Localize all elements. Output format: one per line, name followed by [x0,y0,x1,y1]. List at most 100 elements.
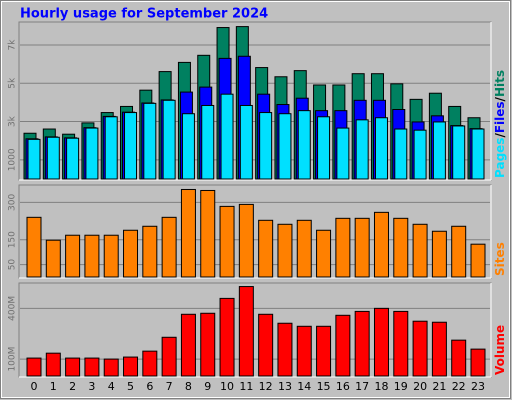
bar [413,129,427,180]
bar [104,116,118,180]
legend-entry: Files [493,101,507,133]
bar [200,189,216,278]
bar [354,310,370,377]
y-tick-label: 7k [8,39,18,51]
bar [451,225,467,278]
bar [373,307,389,377]
bar [317,116,331,180]
x-tick-label: 22 [452,380,466,393]
bar [471,128,485,180]
x-tick-label: 16 [336,380,350,393]
bar [181,113,195,180]
bar [258,219,274,278]
y-tick-label: 3k [8,115,18,127]
bar [412,320,428,377]
x-tick-label: 21 [432,380,446,393]
bar [180,188,196,278]
x-tick-label: 19 [394,380,408,393]
x-tick-label: 15 [317,380,331,393]
y-tick-label: 150 [8,231,18,248]
bar [393,217,409,278]
x-tick-label: 18 [374,380,388,393]
bar [65,357,81,377]
bar [432,121,446,180]
x-tick-label: 10 [220,380,234,393]
legend-separator: / [493,96,507,101]
legend-separator: / [493,133,507,138]
bar [296,219,312,278]
x-tick-label: 14 [297,380,311,393]
bar [201,104,215,180]
bar [26,357,42,377]
x-tick-label: 23 [471,380,485,393]
bar [277,322,293,377]
bar [470,243,486,278]
bar [46,136,60,180]
bar [84,234,100,278]
bar [143,102,157,180]
bar [316,229,332,278]
bar [84,357,100,377]
bar [412,223,428,278]
bar [220,93,234,180]
x-tick-label: 2 [69,380,76,393]
y-tick-label: 400M [8,296,18,321]
x-tick-label: 11 [239,380,253,393]
legend: Volume [493,325,507,375]
bar [431,321,447,377]
bar [431,230,447,278]
x-tick-label: 3 [88,380,95,393]
bar [219,297,235,377]
bar [470,348,486,377]
bar [142,350,158,377]
legend: Sites [493,242,507,276]
bar [335,217,351,278]
bar [258,313,274,377]
bar [27,138,41,180]
bar [85,127,99,180]
x-tick-label: 7 [166,380,173,393]
x-tick-label: 13 [278,380,292,393]
bar [124,112,138,180]
bar [277,223,293,278]
bar [180,313,196,377]
bar [219,205,235,278]
bar [123,229,139,278]
x-tick-label: 1 [50,380,57,393]
bar [239,104,253,180]
x-tick-label: 4 [108,380,115,393]
bar [451,339,467,377]
bar [278,113,292,180]
legend-entry: Hits [493,70,507,97]
x-tick-label: 5 [127,380,134,393]
y-tick-label: 300 [8,194,18,211]
bar [26,216,42,278]
x-tick-label: 12 [259,380,273,393]
bar [162,99,176,180]
bar [355,119,369,180]
bar [123,356,139,377]
bar [103,234,119,278]
bar [335,314,351,377]
x-tick-label: 17 [355,380,369,393]
x-tick-label: 0 [31,380,38,393]
bar [103,358,119,377]
bar [161,216,177,278]
x-tick-label: 20 [413,380,427,393]
bar [336,127,350,180]
bar [394,128,408,180]
bar [297,110,311,180]
bar [296,325,312,377]
y-tick-label: 100M [8,347,18,372]
bar [452,125,466,180]
chart-title: Hourly usage for September 2024 [20,7,268,22]
x-tick-label: 8 [185,380,192,393]
legend-entry: Volume [493,325,507,375]
bar [238,203,254,278]
x-tick-label: 6 [146,380,153,393]
bar [238,286,254,377]
legend-entry: Pages [493,138,507,178]
legend: Pages/Files/Hits [493,70,507,178]
